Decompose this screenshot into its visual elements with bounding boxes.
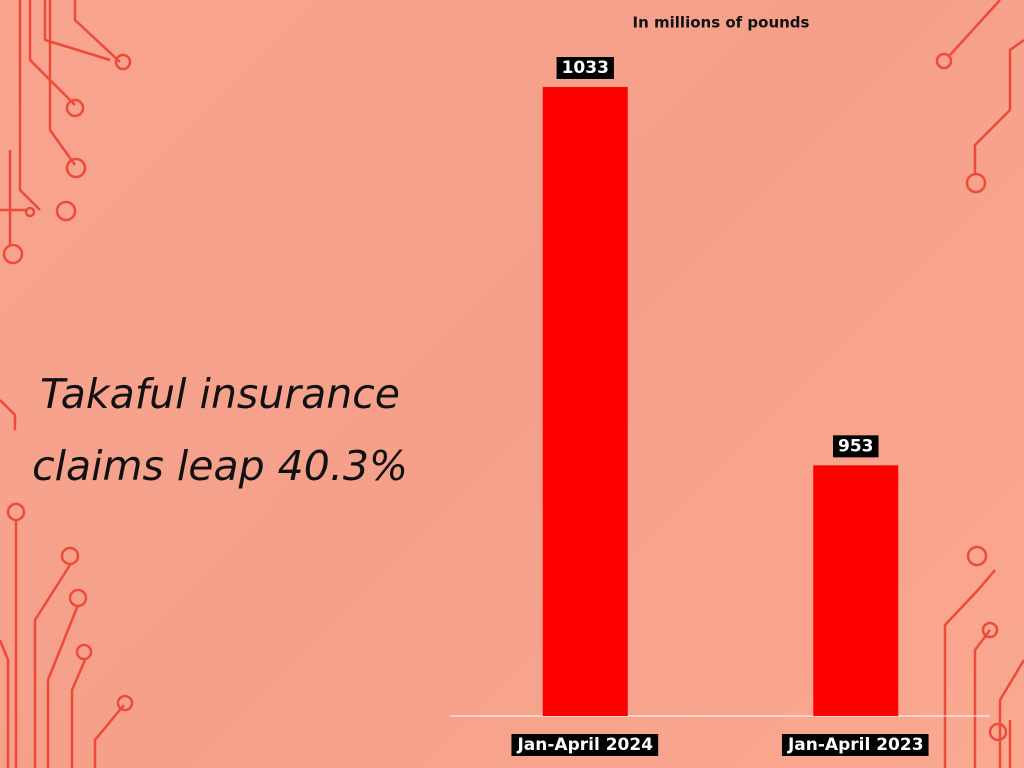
chart-subtitle: In millions of pounds <box>633 14 810 32</box>
value-label-bg <box>556 57 614 79</box>
value-label: 953 <box>838 436 874 456</box>
chart-title: Takaful insurance claims leap 40.3% <box>32 370 408 490</box>
bar <box>813 465 899 716</box>
value-label: 1033 <box>562 58 609 78</box>
x-tick-label: Jan-April 2023 <box>787 735 924 755</box>
x-tick-label: Jan-April 2024 <box>516 735 653 755</box>
bar <box>542 87 628 716</box>
x-tick-label-bg <box>781 734 929 756</box>
x-tick-label-bg <box>511 734 659 756</box>
value-label-bg <box>833 435 879 458</box>
